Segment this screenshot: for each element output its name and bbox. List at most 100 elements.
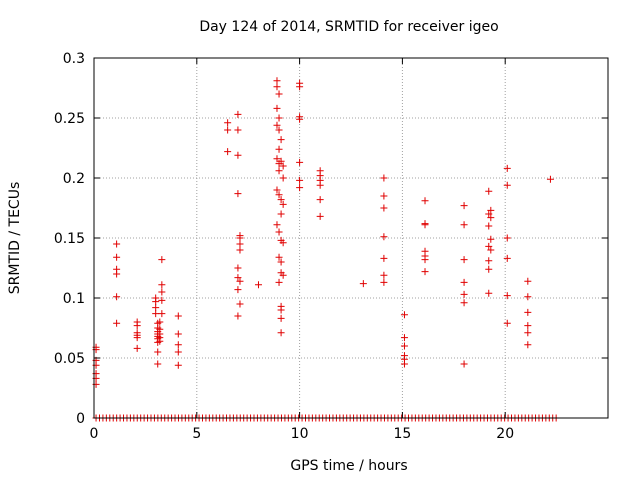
data-point [421,197,429,205]
data-point [273,77,281,85]
data-point [236,277,244,285]
data-point [524,322,532,330]
data-point [460,360,468,368]
data-point [524,308,532,316]
data-point [273,121,281,129]
data-point [279,162,287,170]
data-point [174,312,182,320]
x-axis-title: GPS time / hours [290,458,407,474]
data-point [113,253,121,261]
data-point [275,253,283,261]
data-point [277,196,285,204]
data-point [156,318,164,326]
data-point [400,342,408,350]
data-point [275,114,283,122]
axis-ticks: 0 0.05 0.1 0.15 0.2 0.25 0.3 0 5 10 15 20 [54,51,608,442]
data-point [503,292,511,300]
x-tick-label: 10 [291,426,309,442]
data-point [236,246,244,254]
data-point [421,268,429,276]
data-point [154,348,162,356]
data-point [275,145,283,153]
data-point [234,126,242,134]
data-point [380,192,388,200]
data-point [275,126,283,134]
data-point [234,110,242,118]
y-tick-label: 0.05 [54,351,85,367]
data-point [234,190,242,198]
data-point [113,319,121,327]
data-point [174,341,182,349]
data-point [485,265,493,273]
data-point [524,329,532,337]
y-tick-label: 0 [76,411,85,427]
data-point [503,319,511,327]
y-tick-label: 0.2 [63,171,85,187]
data-point [275,228,283,236]
data-point [296,115,304,123]
data-point [113,293,121,301]
data-point [279,200,287,208]
data-point [296,176,304,184]
data-point [279,271,287,279]
data-point [277,210,285,218]
chart-title: Day 124 of 2014, SRMTID for receiver ige… [199,19,498,35]
y-tick-label: 0.15 [54,231,85,247]
data-point [359,280,367,288]
data-point [485,222,493,230]
data-point [460,256,468,264]
data-point [113,240,121,248]
data-point [133,344,141,352]
y-tick-label: 0.3 [63,51,85,67]
data-point [400,360,408,368]
data-point [273,83,281,91]
data-point [275,167,283,175]
data-point [275,90,283,98]
data-point [316,196,324,204]
data-point [279,174,287,182]
data-point [277,157,285,165]
data-point [277,136,285,144]
data-point [273,104,281,112]
data-point [487,246,495,254]
y-tick-label: 0.25 [54,111,85,127]
data-point [380,204,388,212]
data-point [236,234,244,242]
x-tick-label: 5 [192,426,201,442]
data-point [224,119,232,127]
data-point [277,306,285,314]
data-point [275,278,283,286]
data-point [273,155,281,163]
data-point [236,240,244,248]
data-point [485,289,493,297]
data-point [174,348,182,356]
data-point [400,334,408,342]
data-point [236,300,244,308]
data-point [158,256,166,264]
data-point [524,341,532,349]
data-point [158,296,166,304]
data-point [273,186,281,194]
data-point [296,158,304,166]
data-point [546,175,554,183]
data-point [234,312,242,320]
data-point [158,281,166,289]
data-point [296,83,304,91]
data-point [460,278,468,286]
data-point [254,281,262,289]
data-point [234,274,242,282]
data-point [158,310,166,318]
data-point [503,234,511,242]
data-point [485,242,493,250]
data-point [113,270,121,278]
data-point [487,235,495,243]
data-point [503,181,511,189]
data-point [380,271,388,279]
data-point [487,206,495,214]
data-point [485,210,493,218]
data-point [421,256,429,264]
data-point [174,330,182,338]
data-point [296,184,304,192]
